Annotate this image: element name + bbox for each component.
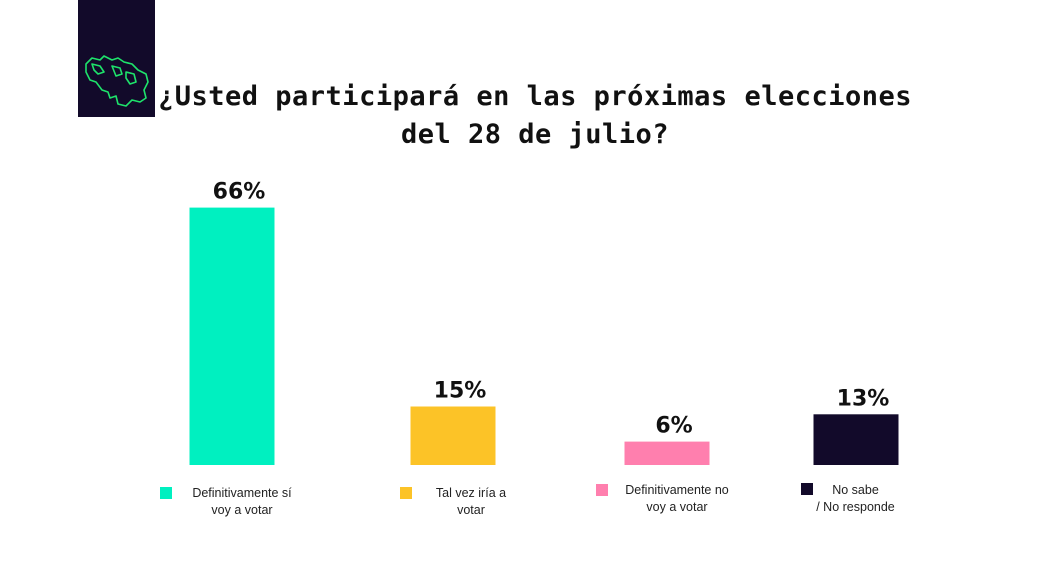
logo [78,0,155,117]
legend-swatch-1 [160,487,172,499]
bar-4 [813,414,899,465]
bar-2 [410,406,496,465]
bar-1 [189,207,275,465]
legend-label-4: No sabe / No responde [808,482,903,516]
bar-value-label-4: 13% [837,386,890,411]
bar-3 [624,441,710,465]
legend-label-line-2: votar [457,503,485,517]
legend-label-line-2: voy a votar [646,500,708,514]
legend-swatch-4 [801,483,813,495]
legend-swatch-3 [596,484,608,496]
legend-label-line-2: / No responde [816,500,895,514]
bar-value-label-1: 66% [213,180,266,205]
legend-label-2: Tal vez iría a votar [416,485,526,519]
legend-label-line-1: Tal vez iría a [435,486,507,500]
bar-value-label-3: 6% [655,414,692,439]
legend-label-1: Definitivamente sí voy a votar [177,485,307,519]
legend-label-line-1: Definitivamente sí [192,486,292,500]
legend-label-line-1: Definitivamente no [625,483,729,497]
bar-value-label-2: 15% [434,379,487,404]
legend-label-line-2: voy a votar [211,503,273,517]
chart-title-line-1: ¿Usted participará en las próximas elecc… [158,81,912,112]
chart-title-line-2: del 28 de julio? [400,119,670,150]
legend-label-3: Definitivamente no voy a votar [612,482,742,516]
venezuela-map-outline-icon [85,55,149,107]
chart-title: ¿Usted participará en las próximas elecc… [0,78,1037,154]
legend-swatch-2 [400,487,412,499]
legend-label-line-1: No sabe [832,483,879,497]
